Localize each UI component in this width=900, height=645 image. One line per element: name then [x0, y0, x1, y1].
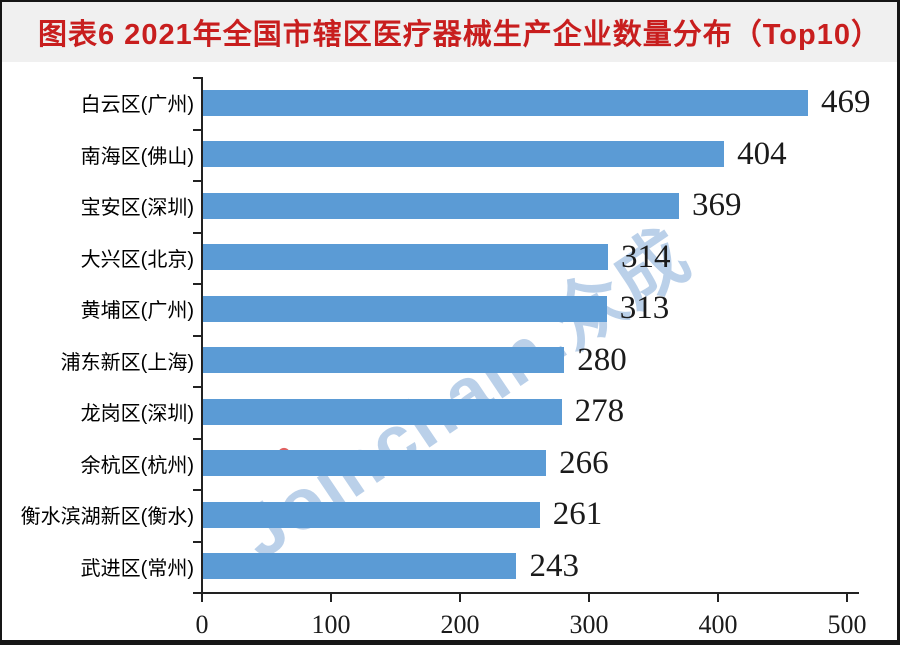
category-label: 白云区(广州): [80, 94, 194, 117]
bar-row: 404: [203, 129, 787, 181]
y-axis-tick: [193, 77, 202, 79]
title-bar: 图表6 2021年全国市辖区医疗器械生产企业数量分布（Top10）: [2, 2, 897, 62]
bar-row: 314: [203, 232, 671, 284]
bar-row: 261: [203, 489, 602, 541]
x-axis-tick-label: 300: [569, 610, 609, 639]
y-axis-line: [201, 77, 203, 594]
bar: [203, 450, 547, 477]
bar-value-label: 278: [574, 393, 625, 430]
x-axis-tick: [459, 593, 461, 602]
bar: [203, 398, 562, 425]
chart-plot-area: Joinchain.众成 白云区(广州) 南海区(佛山) 宝安区(深圳) 大兴区(北京…: [2, 62, 897, 640]
category-label: 龙岗区(深圳): [80, 403, 194, 426]
y-axis-tick: [193, 283, 202, 285]
bar: [203, 141, 725, 168]
x-axis-tick: [330, 593, 332, 602]
bar-value-label: 243: [529, 547, 579, 584]
y-axis-tick: [193, 540, 202, 543]
y-axis-tick: [193, 334, 202, 337]
bar-value-label: 369: [692, 187, 742, 224]
category-label: 衡水滨湖新区(衡水): [20, 506, 194, 529]
bar: [203, 89, 808, 116]
x-axis-tick: [717, 593, 719, 602]
bar: [203, 295, 607, 322]
y-axis-tick: [193, 386, 202, 388]
bar-value-label: 313: [619, 290, 670, 327]
category-label: 宝安区(深圳): [80, 197, 194, 220]
bar-value-label: 280: [577, 341, 627, 378]
bar-row: 266: [203, 438, 609, 490]
bar-row: 469: [203, 77, 871, 129]
y-axis-tick: [193, 489, 202, 491]
category-label: 南海区(佛山): [80, 145, 194, 168]
bar: [203, 244, 609, 271]
x-axis-tick-label: 0: [195, 610, 209, 639]
y-axis-tick: [193, 437, 202, 440]
x-axis-tick: [588, 593, 590, 602]
bar: [203, 553, 517, 580]
x-axis-tick: [846, 593, 848, 602]
bar-value-label: 261: [552, 496, 603, 533]
x-axis-tick-label: 400: [698, 610, 738, 639]
category-label: 浦东新区(上海): [60, 351, 194, 374]
bar-row: 313: [203, 283, 669, 335]
chart-title: 图表6 2021年全国市辖区医疗器械生产企业数量分布（Top10）: [38, 19, 881, 51]
bar: [203, 347, 565, 374]
y-axis-tick: [193, 128, 202, 131]
bar-row: 369: [203, 180, 742, 232]
y-axis-tick: [193, 592, 202, 594]
y-axis-tick: [193, 180, 202, 182]
y-axis-tick: [193, 231, 202, 234]
bar-value-label: 404: [737, 135, 787, 172]
bar: [203, 501, 540, 528]
bar-value-label: 469: [821, 84, 871, 121]
x-axis-tick: [201, 593, 203, 602]
category-label: 黄埔区(广州): [80, 300, 194, 323]
bar-row: 278: [203, 386, 624, 438]
bar-row: 280: [203, 335, 627, 387]
x-axis-line: [201, 592, 859, 594]
x-axis-tick-label: 200: [440, 610, 480, 639]
category-label: 余杭区(杭州): [80, 454, 194, 477]
bar-value-label: 266: [559, 444, 609, 481]
category-label: 武进区(常州): [80, 557, 194, 580]
bar-row: 243: [203, 541, 579, 593]
bar-value-label: 314: [621, 238, 671, 275]
x-axis-tick-label: 500: [827, 610, 867, 639]
category-label: 大兴区(北京): [80, 248, 194, 271]
x-axis-tick-label: 100: [311, 610, 351, 639]
bar: [203, 192, 679, 219]
